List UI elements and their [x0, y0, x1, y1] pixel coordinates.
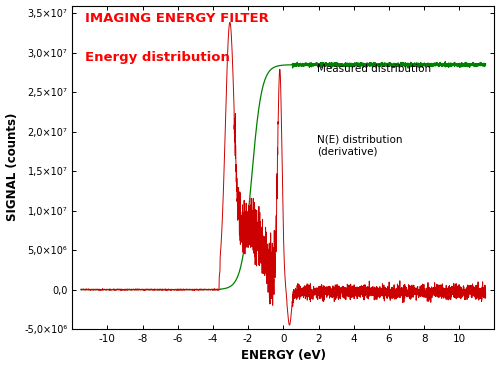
- Text: IMAGING ENERGY FILTER: IMAGING ENERGY FILTER: [85, 12, 269, 25]
- Text: Energy distribution: Energy distribution: [85, 51, 230, 64]
- Y-axis label: SIGNAL (counts): SIGNAL (counts): [6, 113, 18, 222]
- Text: Measured distribution: Measured distribution: [317, 64, 431, 74]
- Text: N(E) distribution
(derivative): N(E) distribution (derivative): [317, 135, 402, 156]
- X-axis label: ENERGY (eV): ENERGY (eV): [241, 350, 326, 362]
